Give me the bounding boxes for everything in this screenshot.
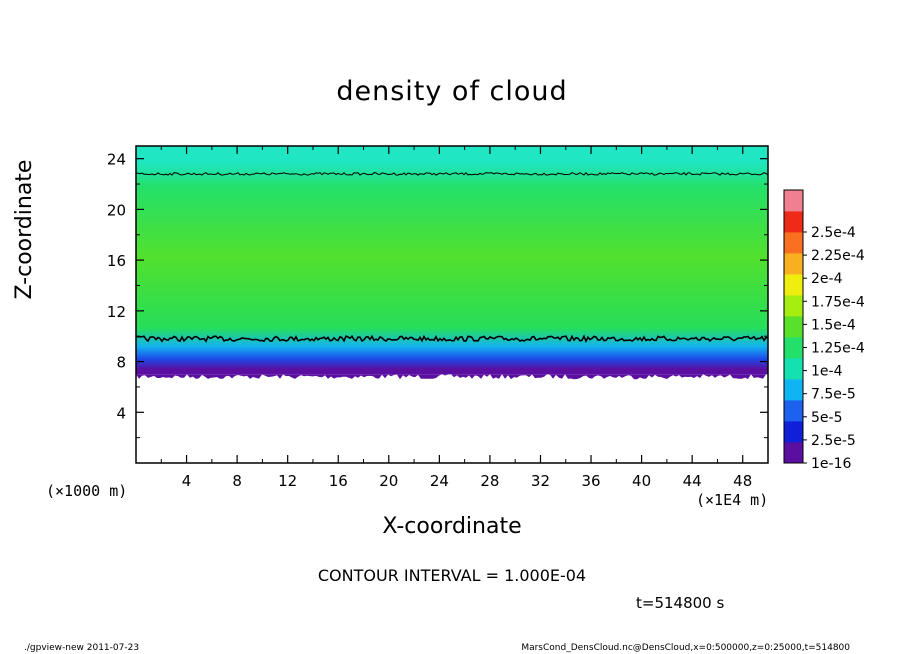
- contour-line-0: [135, 334, 769, 344]
- heatmap-band-0: [136, 364, 768, 374]
- colorbar-label: 1e-16: [811, 456, 851, 472]
- y-tick-label: 24: [107, 151, 126, 169]
- colorbar-segment: [784, 358, 803, 380]
- colorbar-segment: [784, 400, 803, 422]
- x-tick-label: 32: [531, 472, 550, 490]
- colorbar-label: 5e-5: [811, 410, 842, 426]
- time-label: t=514800 s: [636, 594, 725, 612]
- colorbar-label: 2.5e-5: [811, 433, 856, 449]
- x-tick-label: 28: [480, 472, 499, 490]
- colorbar-segment: [784, 253, 803, 275]
- chart-title: density of cloud: [336, 76, 568, 107]
- colorbar-segment: [784, 232, 803, 254]
- colorbar: 1e-16 2.5e-5 5e-5 7.5e-5 1e-4 1.25e-4 1.5e-4 1.…: [783, 189, 865, 472]
- footer-right: MarsCond_DensCloud.nc@DensCloud,x=0:5000…: [521, 643, 850, 653]
- y-tick-label: 8: [116, 354, 126, 372]
- colorbar-label: 7.5e-5: [811, 387, 856, 403]
- heatmap-band-1: [136, 354, 768, 364]
- x-axis-label: X-coordinate: [382, 514, 522, 539]
- x-tick-label: 36: [581, 472, 600, 490]
- heatmap-band-3: [136, 317, 768, 339]
- colorbar-segment: [784, 211, 803, 233]
- colorbar-segment: [784, 316, 803, 338]
- plot-border: [135, 145, 769, 464]
- plot-frame: [135, 145, 769, 464]
- colorbar-segment: [784, 337, 803, 359]
- x-tick-label: 20: [379, 472, 398, 490]
- contour-line-1: [135, 171, 769, 176]
- contour-interval-label: CONTOUR INTERVAL = 1.000E-04: [317, 566, 587, 585]
- contour-lines: [135, 171, 769, 344]
- x-tick-label: 12: [278, 472, 297, 490]
- x-tick-label: 4: [182, 472, 192, 490]
- x-tick-label: 16: [329, 472, 348, 490]
- colorbar-label: 1.5e-4: [811, 317, 856, 333]
- x-tick-label: 40: [632, 472, 651, 490]
- footer-left: ./gpview-new 2011-07-23: [24, 643, 140, 653]
- y-tick-label: 16: [107, 252, 126, 270]
- y-axis: 4 8 12 16 20 24: [107, 151, 768, 439]
- colorbar-segment: [784, 295, 803, 317]
- heatmap-band-5: [136, 178, 768, 197]
- x-scale-label: (×1E4 m): [696, 491, 769, 509]
- y-axis-label: Z-coordinate: [12, 159, 38, 300]
- colorbar-segment: [784, 274, 803, 296]
- heatmap-field: [136, 146, 768, 380]
- colorbar-segment: [784, 442, 803, 464]
- y-tick-label: 4: [116, 404, 126, 422]
- colorbar-label: 1.25e-4: [811, 341, 865, 357]
- colorbar-segment: [784, 190, 803, 212]
- cloud-base-fringe: [136, 374, 768, 380]
- y-tick-label: 20: [107, 201, 126, 219]
- x-axis: 4 8 12 16 20 24 28 32 36 40 44 48: [160, 146, 752, 490]
- colorbar-label: 1e-4: [811, 364, 843, 380]
- colorbar-segment: [784, 421, 803, 443]
- colorbar-label: 1.75e-4: [811, 294, 865, 310]
- colorbar-segment: [784, 379, 803, 401]
- y-tick-label: 12: [107, 303, 126, 321]
- x-unit-label: (×1000 m): [46, 482, 128, 500]
- x-tick-label: 48: [733, 472, 752, 490]
- x-tick-label: 8: [232, 472, 242, 490]
- colorbar-label: 2e-4: [811, 271, 843, 287]
- colorbar-label: 2.25e-4: [811, 248, 865, 264]
- colorbar-label: 2.5e-4: [811, 225, 856, 241]
- x-tick-label: 24: [430, 472, 449, 490]
- colorbar-border: [783, 189, 804, 464]
- x-axis-label-wrap: X-coordinate: [0, 514, 904, 539]
- heatmap-band-4: [136, 197, 768, 317]
- x-tick-label: 44: [683, 472, 702, 490]
